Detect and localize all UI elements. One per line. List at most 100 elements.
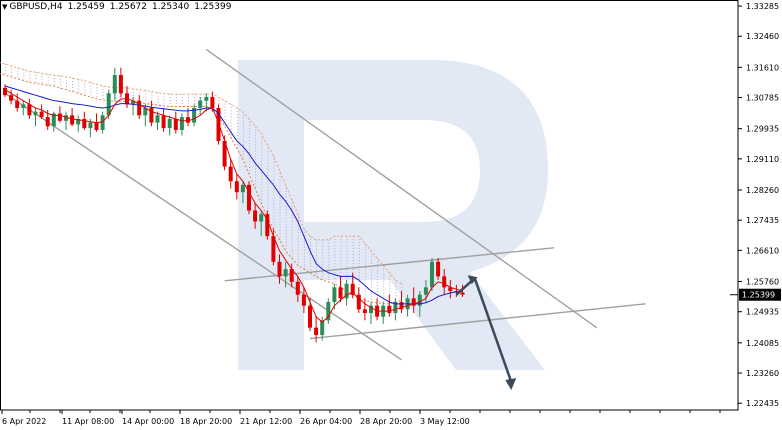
cloud-hatch [371,262,372,264]
cloud-hatch [261,178,263,180]
cloud-hatch [181,100,183,102]
cloud-hatch [267,204,269,206]
cloud-hatch [230,113,232,115]
cloud-hatch [194,100,196,102]
cloud-hatch [78,91,80,93]
cloud-hatch [267,186,269,188]
cloud-hatch [279,176,281,178]
cloud-hatch [285,232,287,234]
candle-body [417,294,422,306]
cloud-hatch [120,96,122,98]
watermark-logo [238,60,548,370]
dropdown-triangle-icon[interactable]: ▼ [2,3,8,11]
cloud-hatch [273,203,275,205]
cloud-hatch [261,193,263,195]
cloud-hatch [169,94,171,96]
cloud-hatch [364,255,366,257]
cloud-hatch [242,123,244,125]
cloud-hatch [242,141,244,143]
cloud-hatch [249,169,250,171]
cloud-hatch [181,97,183,99]
cloud-hatch [303,228,305,230]
cloud-hatch [78,88,80,90]
cloud-hatch [352,245,354,247]
cloud-hatch [133,94,135,96]
cloud-hatch [267,180,269,182]
cloud-hatch [346,272,348,274]
cloud-hatch [261,142,263,144]
cloud-hatch [291,205,293,207]
cloud-hatch [322,260,324,262]
candle-body [240,184,245,193]
cloud-hatch [267,168,269,170]
cloud-hatch [224,100,226,102]
candle-body [57,113,62,121]
price-tick-label: 1.31610 [746,63,779,72]
cloud-hatch [188,103,189,105]
cloud-hatch [175,103,177,105]
candle-body [301,294,306,306]
cloud-hatch [255,150,257,152]
cloud-hatch [395,286,397,288]
cloud-hatch [230,134,232,136]
cloud-hatch [72,77,74,79]
candle-body [155,115,160,123]
cloud-hatch [249,154,250,156]
cloud-hatch [334,272,336,274]
cloud-hatch [285,187,287,189]
cloud-hatch [334,248,336,250]
cloud-hatch [145,90,147,92]
cloud-hatch [261,136,263,138]
cloud-hatch [352,266,354,268]
cloud-hatch [291,214,293,216]
cloud-hatch [328,263,330,265]
cloud-hatch [389,284,391,286]
cloud-hatch [389,272,391,274]
cloud-hatch [102,86,104,88]
cloud-hatch [249,127,250,129]
cloud-hatch [261,166,263,168]
price-tick-label: 1.25760 [746,278,779,287]
cloud-hatch [371,295,372,297]
cloud-hatch [236,134,238,136]
candle-body [411,298,416,306]
cloud-hatch [47,74,49,76]
candle-body [442,276,447,288]
cloud-hatch [303,264,305,266]
cloud-hatch [297,238,299,240]
cloud-hatch [340,245,342,247]
cloud-hatch [273,221,275,223]
price-tick-label: 1.29110 [746,155,779,164]
cloud-hatch [267,165,269,167]
cloud-hatch [352,272,354,274]
cloud-hatch [236,131,238,133]
close-value: 1.25399 [194,2,232,12]
cloud-hatch [285,199,287,201]
cloud-hatch [322,263,324,265]
time-tick-label: 26 Apr 04:00 [300,417,352,426]
cloud-hatch [340,242,342,244]
cloud-hatch [279,179,281,181]
cloud-hatch [255,159,257,161]
cloud-hatch [401,283,403,285]
cloud-hatch [261,172,263,174]
cloud-hatch [291,229,293,231]
cloud-hatch [273,155,275,157]
cloud-hatch [285,244,287,246]
cloud-hatch [267,195,269,197]
cloud-hatch [273,206,275,208]
cloud-hatch [279,170,281,172]
cloud-hatch [224,118,226,120]
cloud-hatch [358,275,360,277]
cloud-hatch [346,254,348,256]
forecast-up-arrowhead [467,275,478,285]
candle-body [259,214,264,222]
cloud-hatch [334,251,336,253]
cloud-hatch [285,196,287,198]
cloud-hatch [273,158,275,160]
cloud-hatch [352,254,354,256]
cloud-hatch [169,103,171,105]
cloud-hatch [224,109,226,111]
cloud-hatch [377,264,379,266]
